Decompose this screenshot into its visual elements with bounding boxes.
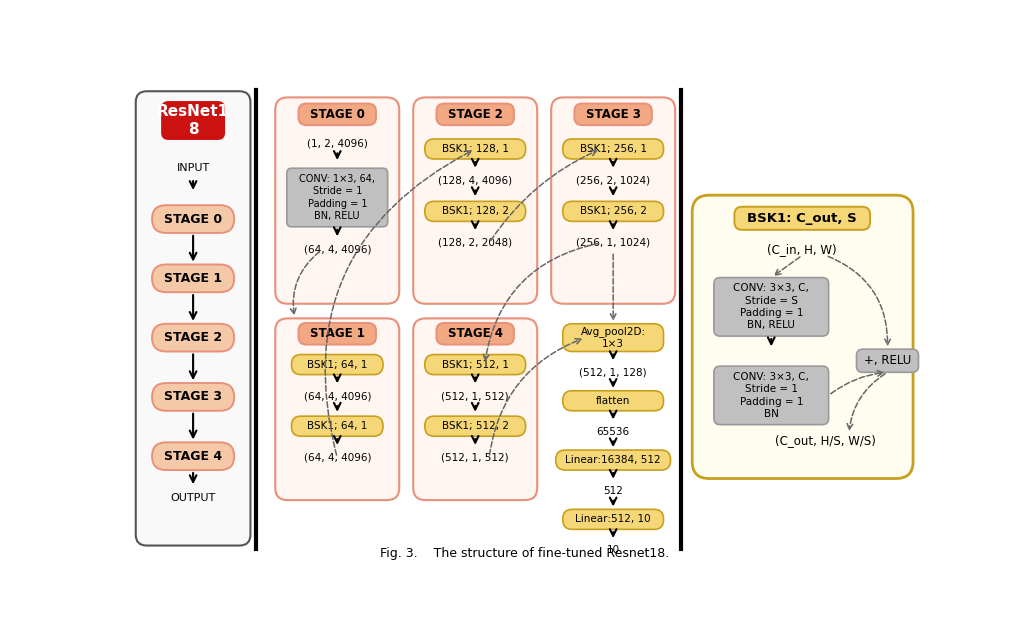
Text: (64, 4, 4096): (64, 4, 4096) (303, 453, 371, 463)
FancyBboxPatch shape (425, 355, 525, 375)
Text: (128, 4, 4096): (128, 4, 4096) (438, 176, 512, 186)
Text: (1, 2, 4096): (1, 2, 4096) (307, 138, 368, 149)
Text: Linear:512, 10: Linear:512, 10 (575, 514, 651, 525)
Text: BSK1; 512, 2: BSK1; 512, 2 (441, 421, 509, 431)
FancyBboxPatch shape (152, 264, 234, 292)
FancyBboxPatch shape (563, 509, 664, 530)
Text: BSK1; 256, 2: BSK1; 256, 2 (580, 207, 646, 216)
FancyBboxPatch shape (152, 205, 234, 233)
Text: (C_in, H, W): (C_in, H, W) (767, 243, 837, 255)
Text: STAGE 3: STAGE 3 (164, 391, 222, 403)
Text: INPUT: INPUT (176, 163, 210, 173)
Text: CONV: 3×3, C,
Stride = S
Padding = 1
BN, RELU: CONV: 3×3, C, Stride = S Padding = 1 BN,… (733, 283, 809, 331)
FancyBboxPatch shape (563, 202, 664, 221)
Text: (C_out, H/S, W/S): (C_out, H/S, W/S) (775, 434, 876, 447)
FancyBboxPatch shape (563, 139, 664, 159)
Text: (256, 1, 1024): (256, 1, 1024) (577, 238, 650, 248)
Text: BSK1; 64, 1: BSK1; 64, 1 (307, 421, 368, 431)
Text: (512, 1, 512): (512, 1, 512) (441, 453, 509, 463)
Text: +, RELU: +, RELU (864, 355, 911, 367)
Text: (512, 1, 512): (512, 1, 512) (441, 391, 509, 401)
FancyBboxPatch shape (734, 207, 870, 230)
Text: STAGE 3: STAGE 3 (586, 108, 641, 121)
FancyBboxPatch shape (414, 97, 538, 304)
FancyBboxPatch shape (856, 349, 919, 372)
Text: BSK1; 128, 2: BSK1; 128, 2 (441, 207, 509, 216)
Text: BSK1; 128, 1: BSK1; 128, 1 (441, 144, 509, 154)
FancyBboxPatch shape (714, 366, 828, 425)
FancyBboxPatch shape (436, 323, 514, 344)
FancyBboxPatch shape (692, 195, 913, 478)
FancyBboxPatch shape (136, 91, 251, 545)
Text: (512, 1, 128): (512, 1, 128) (580, 367, 647, 377)
Text: OUTPUT: OUTPUT (170, 493, 216, 503)
Text: 512: 512 (603, 486, 623, 496)
Text: BSK1; 512, 1: BSK1; 512, 1 (441, 360, 509, 370)
Text: flatten: flatten (596, 396, 631, 406)
FancyBboxPatch shape (425, 202, 525, 221)
Text: (64, 4, 4096): (64, 4, 4096) (303, 245, 371, 255)
FancyBboxPatch shape (287, 168, 388, 227)
FancyBboxPatch shape (275, 319, 399, 500)
Text: STAGE 4: STAGE 4 (164, 450, 222, 463)
FancyBboxPatch shape (162, 102, 224, 139)
FancyBboxPatch shape (425, 139, 525, 159)
FancyBboxPatch shape (563, 391, 664, 411)
Text: STAGE 2: STAGE 2 (447, 108, 503, 121)
Text: CONV: 3×3, C,
Stride = 1
Padding = 1
BN: CONV: 3×3, C, Stride = 1 Padding = 1 BN (733, 372, 809, 419)
Text: Avg_pool2D:
1×3: Avg_pool2D: 1×3 (581, 326, 646, 349)
Text: STAGE 1: STAGE 1 (310, 327, 365, 340)
Text: ResNet1
8: ResNet1 8 (157, 104, 229, 137)
FancyBboxPatch shape (551, 97, 675, 304)
FancyBboxPatch shape (436, 104, 514, 125)
Text: STAGE 1: STAGE 1 (164, 272, 222, 285)
Text: STAGE 0: STAGE 0 (310, 108, 365, 121)
Text: (128, 2, 2048): (128, 2, 2048) (438, 238, 512, 248)
Text: CONV: 1×3, 64,
Stride = 1
Padding = 1
BN, RELU: CONV: 1×3, 64, Stride = 1 Padding = 1 BN… (299, 174, 375, 221)
FancyBboxPatch shape (563, 324, 664, 351)
Text: Fig. 3.    The structure of fine-tuned Resnet18.: Fig. 3. The structure of fine-tuned Resn… (380, 547, 670, 560)
Text: STAGE 2: STAGE 2 (164, 331, 222, 344)
Text: 10: 10 (606, 545, 620, 555)
FancyBboxPatch shape (299, 323, 376, 344)
FancyBboxPatch shape (556, 450, 671, 470)
FancyBboxPatch shape (425, 416, 525, 436)
FancyBboxPatch shape (152, 383, 234, 411)
Text: STAGE 4: STAGE 4 (447, 327, 503, 340)
FancyBboxPatch shape (292, 355, 383, 375)
FancyBboxPatch shape (275, 97, 399, 304)
FancyBboxPatch shape (299, 104, 376, 125)
Text: (256, 2, 1024): (256, 2, 1024) (577, 176, 650, 186)
Text: BSK1: C_out, S: BSK1: C_out, S (748, 212, 857, 225)
Text: STAGE 0: STAGE 0 (164, 212, 222, 226)
Text: BSK1; 256, 1: BSK1; 256, 1 (580, 144, 646, 154)
Text: 65536: 65536 (597, 427, 630, 437)
FancyBboxPatch shape (574, 104, 652, 125)
FancyBboxPatch shape (714, 277, 828, 336)
FancyBboxPatch shape (152, 442, 234, 470)
Text: Linear:16384, 512: Linear:16384, 512 (565, 455, 660, 465)
FancyBboxPatch shape (292, 416, 383, 436)
FancyBboxPatch shape (414, 319, 538, 500)
FancyBboxPatch shape (152, 324, 234, 351)
Text: (64, 4, 4096): (64, 4, 4096) (303, 391, 371, 401)
Text: BSK1; 64, 1: BSK1; 64, 1 (307, 360, 368, 370)
